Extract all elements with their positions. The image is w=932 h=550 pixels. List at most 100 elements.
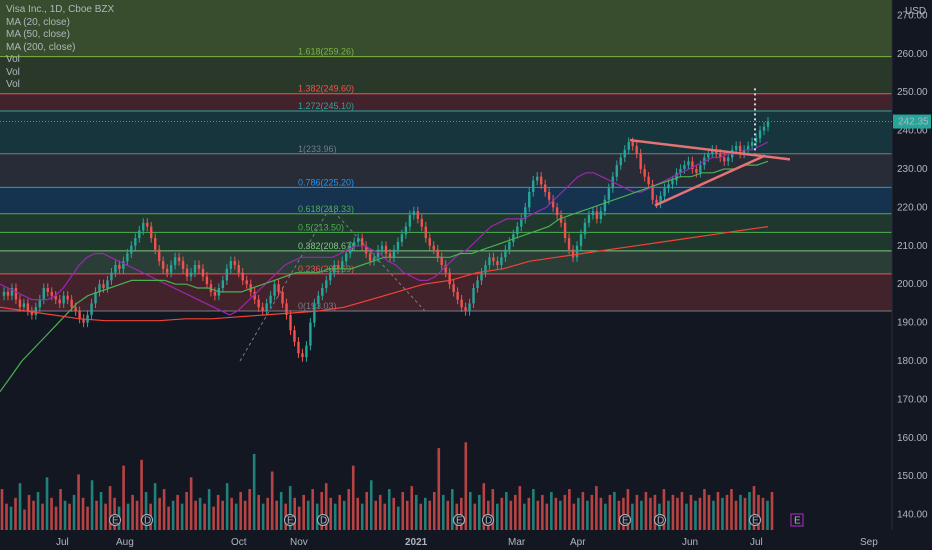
volume-bar: [140, 459, 143, 530]
volume-bar: [725, 494, 729, 530]
last-price-label: 242.35: [898, 117, 929, 128]
volume-bar: [9, 506, 13, 530]
volume-bar: [414, 494, 418, 530]
fib-zone: [0, 93, 892, 111]
legend-ma200[interactable]: MA (200, close): [6, 41, 76, 53]
legend-vol[interactable]: Vol: [6, 79, 20, 90]
candle-body: [185, 268, 189, 277]
candle-body: [173, 257, 177, 265]
legend-vol[interactable]: Vol: [6, 66, 20, 78]
fib-zone: [0, 273, 892, 311]
candle-body: [285, 303, 288, 315]
fib-zone: [0, 0, 892, 57]
price-tick-label: 210.00: [897, 241, 928, 252]
legend-ma20[interactable]: MA (20, close): [6, 16, 70, 28]
marker-letter: E: [456, 516, 463, 527]
volume-bar: [198, 497, 202, 530]
volume-bar: [694, 500, 697, 530]
volume-bar: [527, 497, 531, 530]
candle-body: [66, 295, 69, 300]
candle-body: [38, 299, 42, 308]
marker-letter: E: [287, 516, 294, 527]
volume-bar: [437, 448, 441, 530]
candle-body: [356, 238, 360, 242]
x-tick-label: Jun: [682, 537, 698, 548]
candle-body: [396, 241, 400, 250]
candle-body: [424, 226, 427, 239]
fib-level-label: 1.272(245.10): [298, 101, 354, 111]
volume-bar: [230, 497, 233, 530]
candle-body: [754, 138, 758, 143]
candle-body: [543, 184, 547, 193]
volume-bar: [608, 494, 612, 530]
volume-bar: [545, 503, 549, 530]
volume-bar: [18, 483, 22, 530]
fib-zone: [0, 56, 892, 94]
volume-bar: [617, 500, 621, 530]
price-tick-label: 230.00: [897, 164, 928, 175]
volume-bar: [581, 491, 585, 530]
volume-bar: [194, 500, 197, 530]
legend-vol[interactable]: Vol: [6, 54, 20, 65]
price-tick-label: 160.00: [897, 433, 928, 444]
volume-bar: [423, 497, 427, 530]
volume-bar: [32, 500, 35, 530]
candle-body: [138, 230, 141, 239]
volume-bar: [342, 500, 346, 530]
candle-body: [404, 226, 408, 235]
volume-bar: [365, 491, 369, 530]
volume-bar: [559, 500, 562, 530]
future-earnings-letter: E: [794, 516, 801, 527]
volume-bar: [554, 497, 558, 530]
candle-body: [181, 261, 185, 269]
volume-bar: [248, 489, 251, 530]
candle-body: [512, 234, 515, 242]
volume-bar: [275, 500, 278, 530]
price-tick-label: 220.00: [897, 202, 928, 213]
ma200-line: [0, 226, 769, 322]
candle-body: [110, 272, 113, 281]
volume-bar: [225, 483, 229, 530]
candle-body: [241, 272, 244, 281]
candle-body: [727, 157, 730, 162]
candle-body: [476, 280, 479, 289]
candle-body: [464, 307, 467, 312]
volume-bar: [505, 491, 508, 530]
volume-bar: [671, 494, 675, 530]
candle-body: [50, 291, 53, 296]
candle-body: [293, 330, 296, 342]
volume-bar: [5, 503, 8, 530]
volume-bar: [167, 506, 170, 530]
volume-bar: [469, 491, 472, 530]
volume-bar: [572, 503, 576, 530]
price-tick-label: 250.00: [897, 87, 928, 98]
volume-bar: [766, 500, 769, 530]
volume-bar: [126, 503, 130, 530]
candle-body: [587, 215, 591, 223]
candle-body: [551, 199, 555, 208]
legend-ma50[interactable]: MA (50, close): [6, 29, 70, 40]
candle-body: [583, 222, 587, 235]
x-tick-label: Oct: [231, 537, 247, 548]
candle-body: [209, 284, 213, 292]
legend-title[interactable]: Visa Inc., 1D, Cboe BZX: [6, 4, 115, 15]
candle-body: [169, 265, 173, 273]
candle-body: [177, 257, 181, 262]
volume-bar: [131, 494, 134, 530]
volume-bar: [396, 506, 400, 530]
candle-body: [408, 215, 412, 227]
candle-body: [440, 257, 443, 265]
candle-body: [161, 261, 165, 269]
candle-body: [102, 284, 105, 289]
candle-body: [448, 272, 451, 285]
candle-body: [420, 218, 424, 227]
candle-body: [711, 149, 714, 154]
volume-bar: [0, 489, 4, 530]
volume-bar: [162, 489, 166, 530]
candle-body: [345, 253, 348, 262]
candle-body: [205, 276, 209, 285]
candle-body: [571, 249, 575, 258]
candle-body: [289, 314, 292, 331]
volume-bar: [387, 489, 391, 530]
